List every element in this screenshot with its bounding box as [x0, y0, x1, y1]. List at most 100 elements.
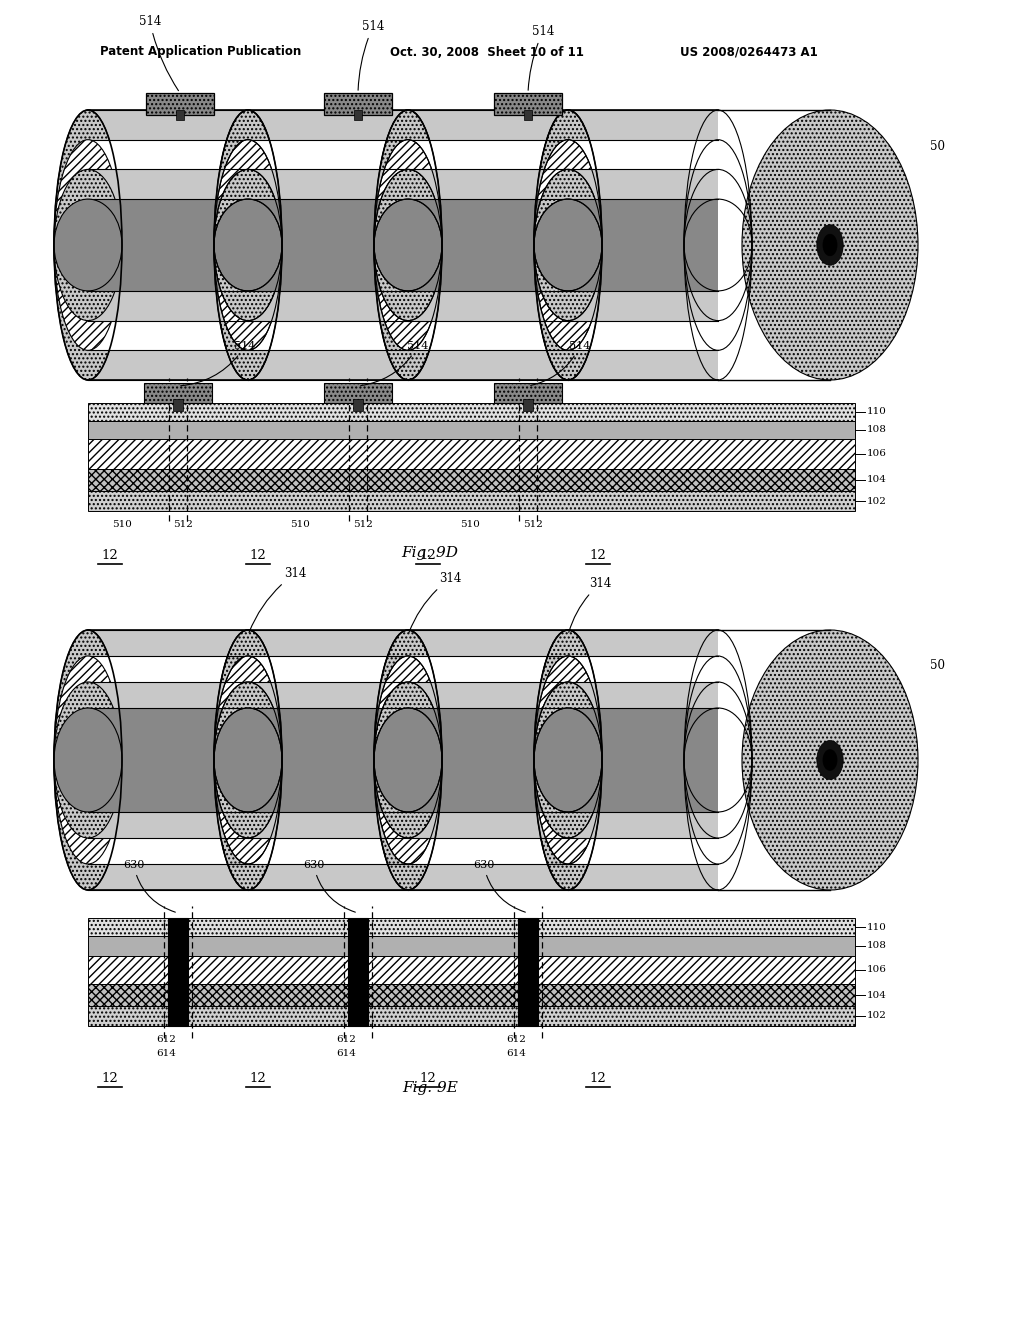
- Ellipse shape: [800, 199, 860, 290]
- Text: 12: 12: [420, 549, 436, 562]
- Bar: [248, 169, 408, 321]
- Ellipse shape: [817, 224, 843, 265]
- Text: 512: 512: [523, 520, 543, 529]
- Ellipse shape: [742, 110, 918, 380]
- Bar: [88, 421, 855, 440]
- Bar: [88, 199, 248, 290]
- Ellipse shape: [742, 630, 918, 890]
- Bar: [408, 140, 568, 350]
- Ellipse shape: [777, 682, 883, 838]
- Text: Fig. 9D: Fig. 9D: [401, 546, 459, 560]
- Ellipse shape: [214, 199, 282, 290]
- Text: 612: 612: [156, 1035, 176, 1044]
- Bar: [568, 682, 718, 838]
- Bar: [518, 917, 538, 1026]
- Ellipse shape: [374, 140, 442, 350]
- Text: 110: 110: [867, 408, 887, 417]
- Bar: [144, 383, 212, 403]
- Text: 510: 510: [460, 520, 480, 529]
- Bar: [568, 708, 718, 812]
- Ellipse shape: [214, 682, 282, 838]
- Ellipse shape: [54, 199, 122, 290]
- Ellipse shape: [54, 169, 122, 321]
- Ellipse shape: [214, 140, 282, 350]
- Bar: [88, 656, 248, 865]
- Ellipse shape: [534, 682, 602, 838]
- Bar: [248, 682, 408, 838]
- Text: 12: 12: [101, 549, 119, 562]
- Bar: [88, 917, 855, 936]
- Bar: [348, 917, 368, 1026]
- Bar: [408, 708, 568, 812]
- Text: 614: 614: [156, 1049, 176, 1059]
- Bar: [524, 110, 532, 120]
- Ellipse shape: [534, 140, 602, 350]
- Text: 614: 614: [506, 1049, 526, 1059]
- Ellipse shape: [823, 750, 837, 771]
- Text: 510: 510: [112, 520, 132, 529]
- Bar: [408, 169, 568, 321]
- Bar: [248, 708, 408, 812]
- Text: 630: 630: [123, 861, 175, 912]
- Bar: [248, 110, 408, 380]
- Text: 514: 514: [530, 341, 591, 385]
- Ellipse shape: [534, 630, 602, 890]
- Bar: [324, 92, 392, 115]
- Ellipse shape: [823, 234, 837, 256]
- Text: 630: 630: [473, 861, 525, 912]
- Text: 106: 106: [867, 450, 887, 458]
- Bar: [248, 199, 408, 290]
- Bar: [88, 708, 248, 812]
- Ellipse shape: [54, 708, 122, 812]
- Bar: [408, 199, 568, 290]
- Text: 514: 514: [139, 15, 178, 91]
- Bar: [568, 110, 718, 380]
- Text: 514: 514: [528, 25, 554, 90]
- Bar: [494, 383, 562, 403]
- Ellipse shape: [534, 708, 602, 812]
- Text: Patent Application Publication: Patent Application Publication: [100, 45, 301, 58]
- Ellipse shape: [374, 199, 442, 290]
- Bar: [88, 682, 248, 838]
- Ellipse shape: [760, 656, 900, 865]
- Text: 612: 612: [336, 1035, 356, 1044]
- Text: 12: 12: [590, 1072, 606, 1085]
- Text: 12: 12: [101, 1072, 119, 1085]
- Ellipse shape: [795, 708, 865, 812]
- Ellipse shape: [534, 110, 602, 380]
- Ellipse shape: [534, 169, 602, 321]
- Ellipse shape: [54, 110, 122, 380]
- Bar: [173, 399, 183, 411]
- Ellipse shape: [374, 708, 442, 812]
- Text: 514: 514: [360, 341, 429, 385]
- Ellipse shape: [374, 656, 442, 865]
- Bar: [408, 682, 568, 838]
- Bar: [248, 140, 408, 350]
- Ellipse shape: [374, 630, 442, 890]
- Text: 108: 108: [867, 941, 887, 950]
- Ellipse shape: [54, 140, 122, 350]
- Bar: [88, 440, 855, 469]
- Bar: [248, 656, 408, 865]
- Bar: [146, 92, 214, 115]
- Bar: [523, 399, 534, 411]
- Text: 104: 104: [867, 990, 887, 999]
- Ellipse shape: [214, 110, 282, 380]
- Text: 50: 50: [930, 659, 945, 672]
- Text: 12: 12: [250, 1072, 266, 1085]
- Text: US 2008/0264473 A1: US 2008/0264473 A1: [680, 45, 818, 58]
- Bar: [568, 140, 718, 350]
- Ellipse shape: [780, 169, 880, 321]
- Bar: [88, 630, 248, 890]
- Bar: [568, 169, 718, 321]
- Ellipse shape: [374, 169, 442, 321]
- Ellipse shape: [54, 630, 122, 890]
- Text: 514: 514: [358, 20, 384, 90]
- Text: 614: 614: [336, 1049, 356, 1059]
- Text: 512: 512: [173, 520, 193, 529]
- Bar: [88, 1006, 855, 1026]
- Text: 314: 314: [249, 568, 306, 632]
- Ellipse shape: [534, 199, 602, 290]
- Bar: [88, 169, 248, 321]
- Text: 102: 102: [867, 1011, 887, 1020]
